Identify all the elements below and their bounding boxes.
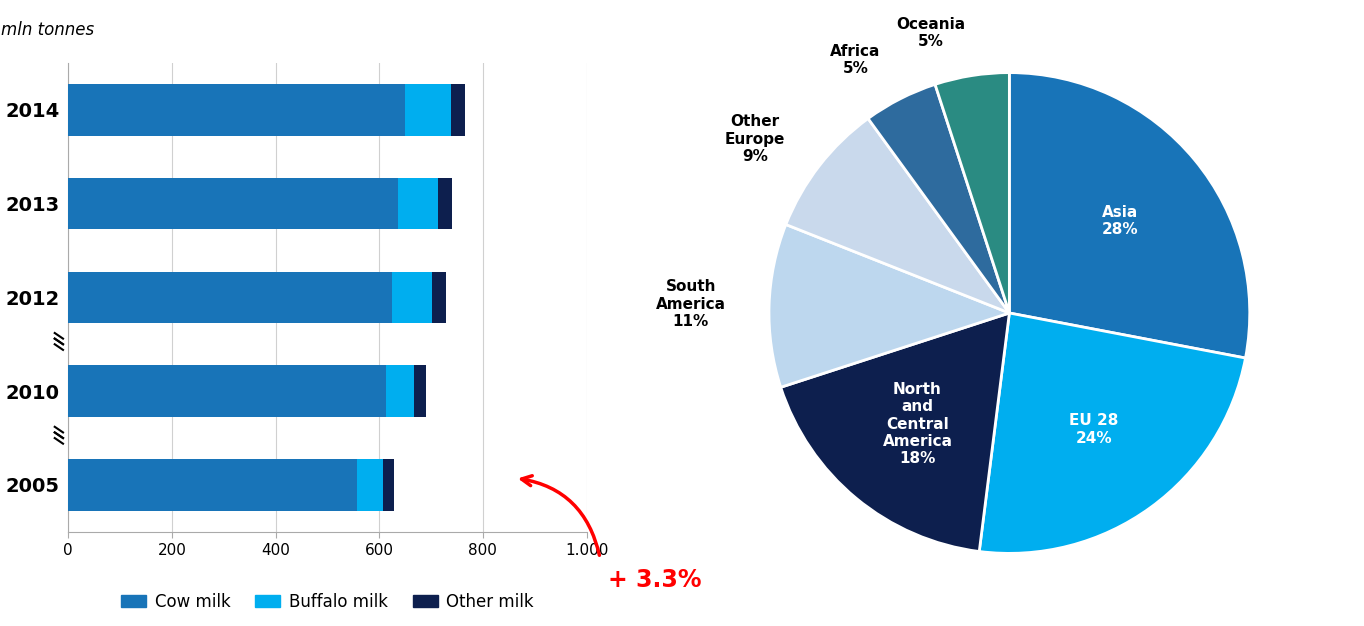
Wedge shape: [868, 85, 1009, 313]
Bar: [415, 366, 426, 417]
Bar: [405, 84, 450, 136]
Wedge shape: [979, 313, 1245, 553]
Bar: [431, 272, 446, 323]
Text: Oceania
5%: Oceania 5%: [896, 17, 964, 49]
Bar: [68, 366, 386, 417]
Bar: [398, 178, 438, 229]
Text: Other
Europe
9%: Other Europe 9%: [724, 115, 786, 164]
Wedge shape: [936, 73, 1009, 313]
Wedge shape: [1009, 73, 1249, 358]
Text: mln tonnes: mln tonnes: [1, 21, 94, 39]
Bar: [68, 272, 391, 323]
Bar: [386, 366, 415, 417]
Text: Africa
5%: Africa 5%: [831, 44, 881, 76]
Text: Asia
28%: Asia 28%: [1102, 205, 1139, 237]
Wedge shape: [769, 225, 1009, 387]
Wedge shape: [780, 313, 1009, 552]
Bar: [357, 459, 383, 511]
Bar: [450, 84, 465, 136]
Legend: Cow milk, Buffalo milk, Other milk: Cow milk, Buffalo milk, Other milk: [115, 587, 540, 618]
Text: + 3.3%: + 3.3%: [608, 568, 701, 592]
Text: North
and
Central
America
18%: North and Central America 18%: [883, 382, 952, 466]
Text: EU 28
24%: EU 28 24%: [1069, 414, 1118, 446]
Bar: [68, 178, 398, 229]
Bar: [438, 178, 451, 229]
Bar: [68, 84, 405, 136]
Wedge shape: [786, 118, 1009, 313]
Bar: [391, 272, 431, 323]
Bar: [68, 459, 357, 511]
Text: South
America
11%: South America 11%: [656, 279, 726, 329]
Bar: [383, 459, 394, 511]
